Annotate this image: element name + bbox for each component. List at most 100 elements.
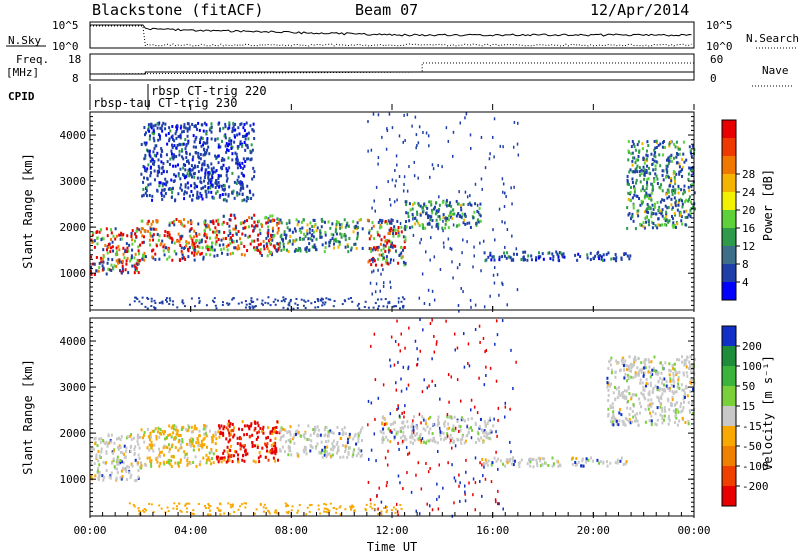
echo-cell: [107, 245, 110, 249]
echo-cell: [389, 440, 392, 444]
echo-cell: [287, 510, 290, 513]
echo-cell: [469, 194, 471, 198]
echo-cell: [222, 243, 225, 247]
echo-cell: [195, 232, 198, 236]
x-axis-label: Time UT: [367, 540, 418, 554]
echo-cell: [386, 305, 388, 309]
echo-cell: [223, 134, 226, 138]
echo-cell: [586, 256, 589, 260]
echo-cell: [633, 356, 636, 360]
echo-cell: [199, 252, 202, 256]
echo-cell: [395, 154, 398, 158]
echo-cell: [647, 166, 650, 170]
echo-cell: [329, 429, 332, 433]
echo-cell: [347, 297, 350, 300]
echo-cell: [393, 428, 396, 432]
echo-cell: [227, 502, 230, 505]
echo-cell: [142, 509, 145, 512]
echo-cell: [206, 137, 209, 141]
echo-cell: [458, 429, 460, 433]
echo-cell: [302, 304, 305, 307]
echo-cell: [551, 252, 554, 256]
echo-cell: [639, 173, 642, 177]
echo-cell: [417, 461, 420, 465]
echo-cell: [655, 423, 658, 427]
echo-cell: [625, 460, 628, 464]
echo-cell: [482, 239, 485, 243]
echo-cell: [643, 226, 646, 230]
echo-cell: [310, 503, 313, 506]
echo-cell: [171, 424, 174, 428]
echo-cell: [401, 255, 404, 259]
echo-cell: [660, 395, 663, 399]
echo-cell: [282, 306, 285, 309]
echo-cell: [198, 160, 201, 164]
echo-cell: [614, 461, 617, 465]
echo-cell: [98, 474, 101, 478]
echo-cell: [675, 152, 678, 156]
echo-cell: [474, 481, 477, 485]
echo-cell: [450, 439, 452, 443]
echo-cell: [460, 287, 462, 291]
echo-cell: [125, 259, 128, 263]
echo-cell: [620, 413, 623, 417]
echo-cell: [171, 137, 174, 141]
echo-cell: [210, 130, 213, 134]
echo-cell: [630, 366, 633, 370]
echo-cell: [609, 358, 612, 362]
echo-cell: [293, 249, 296, 253]
echo-cell: [684, 200, 687, 204]
echo-cell: [278, 245, 281, 249]
echo-cell: [641, 185, 644, 189]
echo-cell: [210, 436, 213, 440]
echo-cell: [632, 203, 635, 207]
echo-cell: [431, 163, 434, 167]
echo-cell: [469, 146, 472, 150]
colorbar-tick-label: -50: [742, 440, 762, 453]
echo-cell: [439, 268, 442, 272]
echo-cell: [505, 256, 508, 260]
echo-cell: [631, 159, 634, 163]
echo-cell: [419, 318, 421, 322]
echo-cell: [180, 234, 183, 238]
echo-cell: [647, 211, 650, 215]
echo-cell: [131, 242, 134, 246]
echo-cell: [386, 463, 389, 467]
echo-cell: [630, 362, 633, 366]
echo-cell: [483, 420, 486, 424]
echo-cell: [211, 438, 214, 442]
echo-cell: [148, 456, 151, 460]
echo-cell: [181, 130, 184, 134]
echo-cell: [155, 244, 158, 248]
echo-cell: [493, 266, 496, 270]
echo-cell: [232, 128, 235, 132]
echo-cell: [154, 302, 157, 305]
echo-cell: [424, 250, 427, 254]
echo-cell: [196, 244, 199, 248]
echo-cell: [493, 456, 496, 460]
echo-cell: [267, 458, 270, 462]
echo-cell: [283, 230, 286, 234]
echo-cell: [640, 202, 643, 206]
echo-cell: [379, 429, 382, 433]
echo-cell: [192, 509, 195, 512]
echo-cell: [246, 143, 249, 147]
echo-cell: [335, 239, 338, 243]
echo-cell: [274, 448, 277, 452]
echo-cell: [223, 188, 226, 192]
echo-cell: [323, 502, 326, 505]
echo-cell: [334, 227, 337, 231]
echo-cell: [377, 220, 380, 224]
echo-cell: [344, 245, 347, 249]
echo-cell: [282, 434, 285, 438]
echo-cell: [486, 422, 489, 426]
echo-cell: [429, 258, 431, 262]
echo-cell: [249, 149, 252, 153]
echo-cell: [193, 124, 196, 128]
echo-cell: [246, 219, 249, 223]
echo-cell: [402, 420, 405, 424]
echo-cell: [433, 350, 436, 354]
echo-cell: [681, 165, 684, 169]
echo-cell: [118, 248, 121, 252]
